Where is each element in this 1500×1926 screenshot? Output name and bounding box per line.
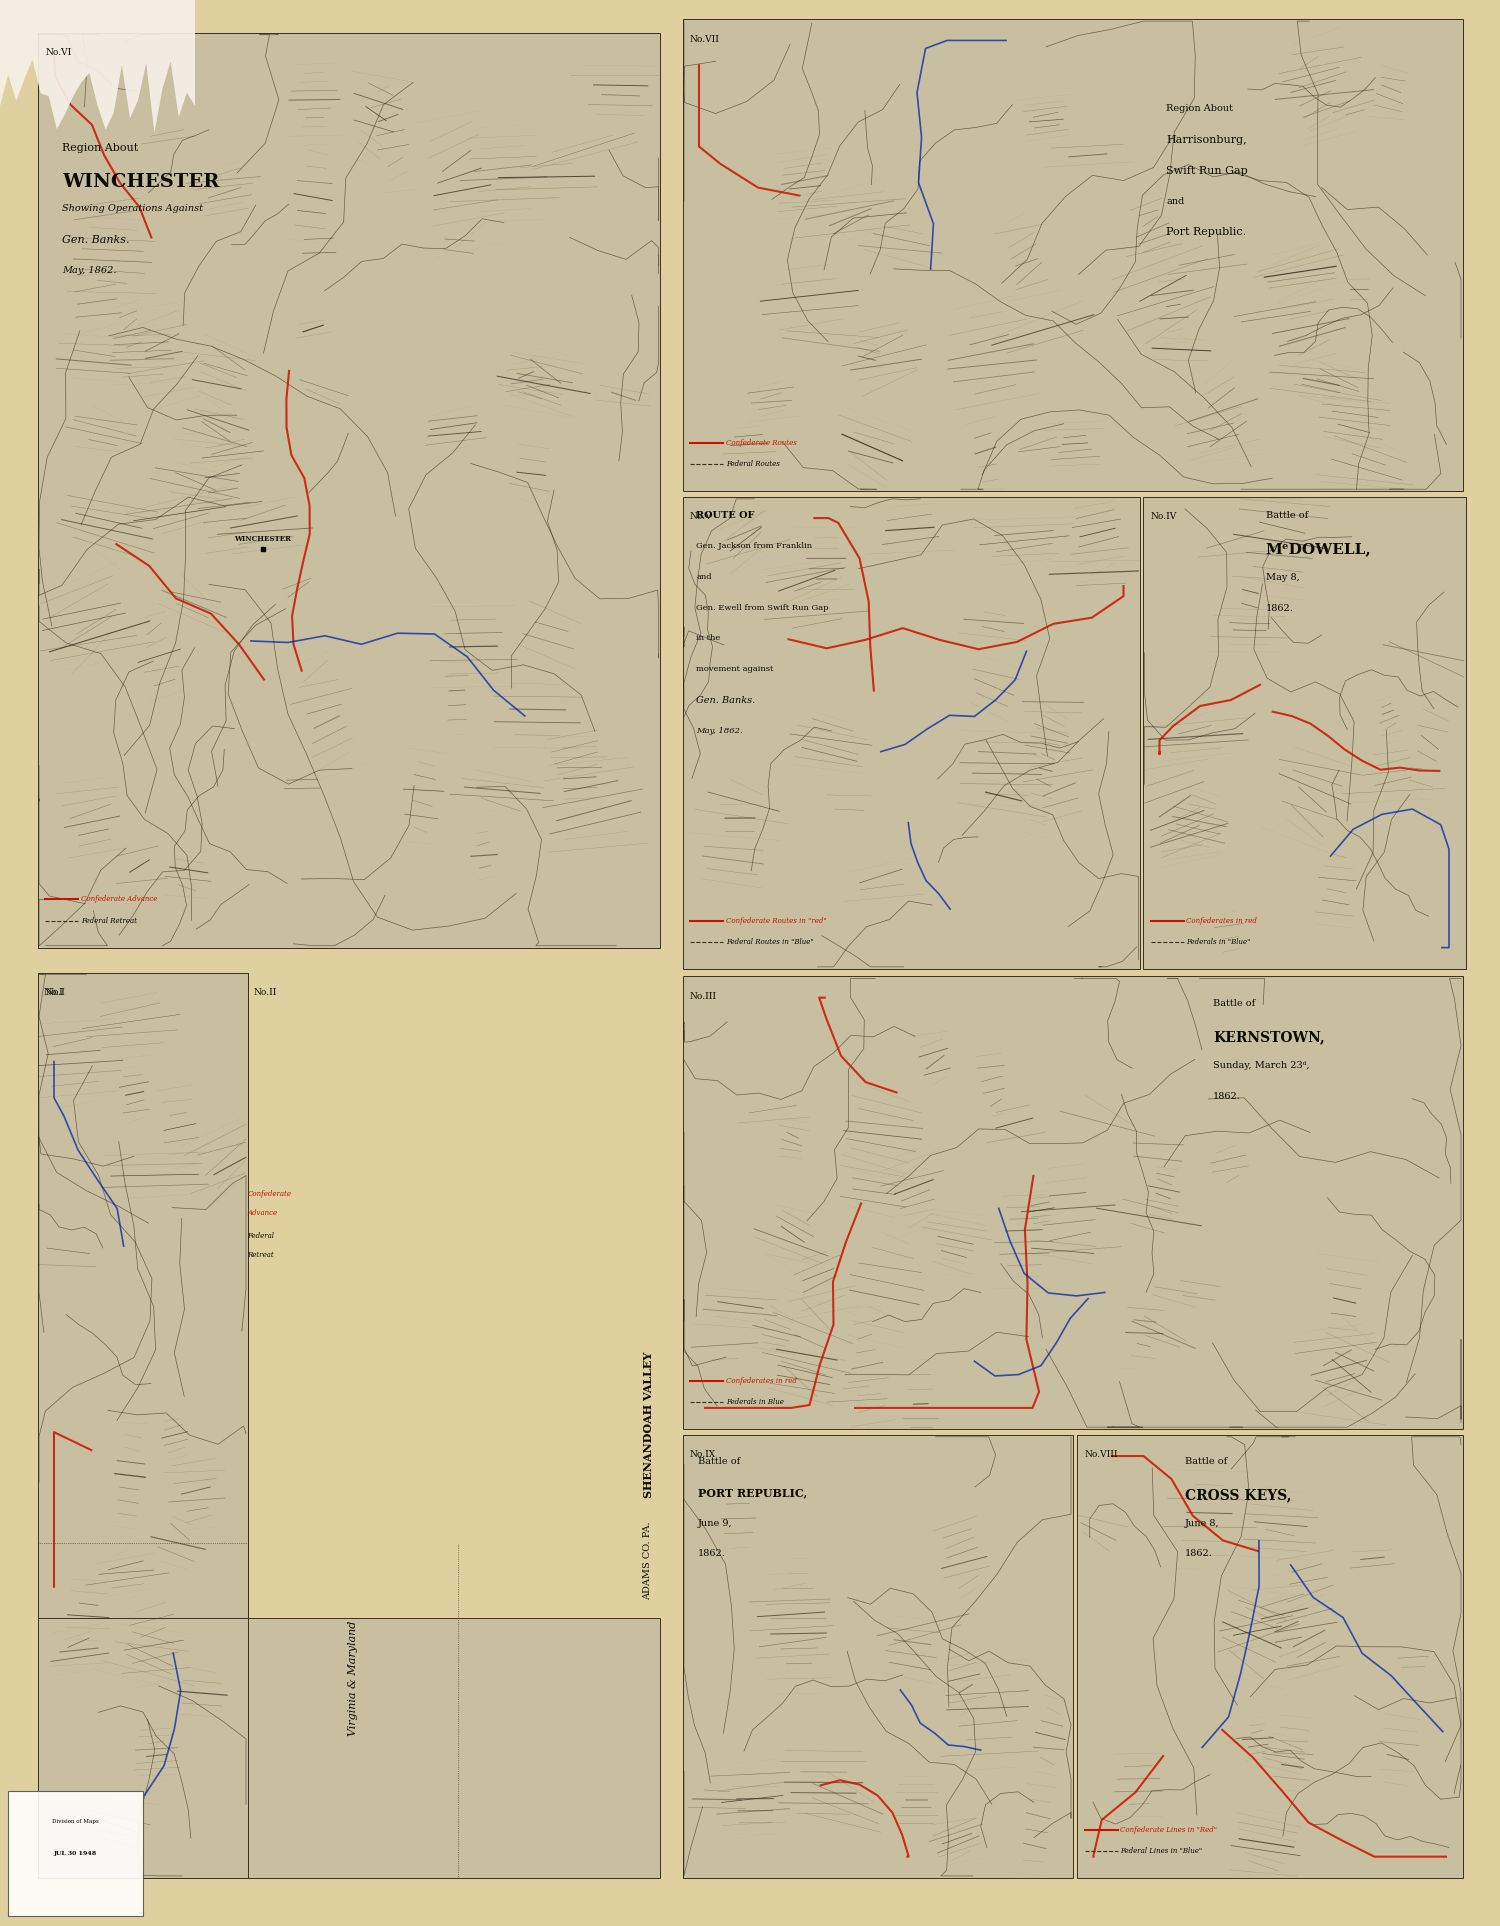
Text: Battle of: Battle of <box>1185 1456 1227 1466</box>
Text: Retreat: Retreat <box>248 1252 274 1260</box>
Text: No.II: No.II <box>254 988 278 998</box>
Text: Region About: Region About <box>1166 104 1233 114</box>
Text: SHENANDOAH VALLEY: SHENANDOAH VALLEY <box>642 1352 654 1498</box>
Text: WINCHESTER: WINCHESTER <box>63 173 220 191</box>
Bar <box>682 19 1462 491</box>
Text: June 8,: June 8, <box>1185 1518 1219 1527</box>
Text: movement against: movement against <box>696 664 774 674</box>
Text: Sunday, March 23ᵈ,: Sunday, March 23ᵈ, <box>1214 1061 1310 1069</box>
Bar <box>38 973 248 1878</box>
Text: 1862.: 1862. <box>1266 603 1293 612</box>
Text: Virginia & Maryland: Virginia & Maryland <box>348 1622 357 1737</box>
Text: ROUTE OF: ROUTE OF <box>696 510 754 520</box>
Bar <box>682 976 1462 1429</box>
Text: 1862.: 1862. <box>1185 1549 1214 1558</box>
Text: WINCHESTER: WINCHESTER <box>234 535 291 543</box>
Text: Federals in Blue: Federals in Blue <box>726 1398 784 1406</box>
Text: Harrisonburg,: Harrisonburg, <box>1166 135 1246 144</box>
Text: Gen. Banks.: Gen. Banks. <box>696 695 756 705</box>
Text: Battle of: Battle of <box>1266 510 1308 520</box>
Text: No.III: No.III <box>690 992 717 1002</box>
Text: 1862.: 1862. <box>1214 1092 1240 1100</box>
Text: KERNSTOWN,: KERNSTOWN, <box>1214 1030 1324 1044</box>
Bar <box>682 1435 1072 1878</box>
Text: Confederate Routes in "red": Confederate Routes in "red" <box>726 917 827 924</box>
Text: MᵉDOWELL,: MᵉDOWELL, <box>1266 541 1371 557</box>
Text: Federals in "Blue": Federals in "Blue" <box>1186 938 1251 946</box>
Text: Federal Lines in "Blue": Federal Lines in "Blue" <box>1120 1847 1203 1855</box>
Text: No.VI: No.VI <box>45 48 72 58</box>
Text: PORT REPUBLIC,: PORT REPUBLIC, <box>698 1487 807 1498</box>
Text: June 9,: June 9, <box>698 1518 732 1527</box>
Bar <box>38 33 660 948</box>
Text: 1862.: 1862. <box>698 1549 726 1558</box>
Text: Federal Routes: Federal Routes <box>726 460 780 468</box>
Text: and: and <box>1166 196 1185 206</box>
Text: and: and <box>696 572 712 582</box>
Text: Federal Retreat: Federal Retreat <box>81 917 136 924</box>
Text: JUL 30 1948: JUL 30 1948 <box>54 1851 96 1857</box>
Text: Federal: Federal <box>248 1233 274 1240</box>
Text: Division of Maps: Division of Maps <box>51 1818 99 1824</box>
Text: Federal Routes in "Blue": Federal Routes in "Blue" <box>726 938 813 946</box>
Text: No.IV: No.IV <box>1150 512 1176 522</box>
Text: Confederate Lines in "Red": Confederate Lines in "Red" <box>1120 1826 1218 1834</box>
Text: Confederate Advance: Confederate Advance <box>81 896 158 903</box>
Bar <box>1143 497 1466 969</box>
Text: Battle of: Battle of <box>1214 1000 1255 1007</box>
Text: Gen. Jackson from Franklin: Gen. Jackson from Franklin <box>696 541 813 551</box>
Text: No.I: No.I <box>45 988 64 998</box>
Text: May, 1862.: May, 1862. <box>696 726 742 736</box>
Text: May, 1862.: May, 1862. <box>63 266 117 275</box>
Text: No.VII: No.VII <box>690 35 720 44</box>
Text: No.V: No.V <box>690 512 712 522</box>
Text: No.IX: No.IX <box>690 1450 715 1460</box>
Text: Confederate: Confederate <box>248 1190 291 1198</box>
Polygon shape <box>0 0 195 133</box>
Text: Gen. Banks.: Gen. Banks. <box>63 235 130 245</box>
Text: Confederates in red: Confederates in red <box>1186 917 1257 924</box>
Text: Advance: Advance <box>248 1210 278 1217</box>
Text: Swift Run Gap: Swift Run Gap <box>1166 166 1248 175</box>
Bar <box>38 1618 660 1878</box>
Text: Region About: Region About <box>63 143 138 152</box>
Text: Port Republic.: Port Republic. <box>1166 227 1246 237</box>
Text: No.VIII: No.VIII <box>1084 1450 1118 1460</box>
Text: Showing Operations Against: Showing Operations Against <box>63 204 204 214</box>
Text: ADAMS CO. PA.: ADAMS CO. PA. <box>644 1522 652 1601</box>
Text: Battle of: Battle of <box>698 1456 741 1466</box>
Bar <box>682 497 1140 969</box>
Text: CROSS KEYS,: CROSS KEYS, <box>1185 1487 1292 1502</box>
Text: Confederate Routes: Confederate Routes <box>726 439 796 447</box>
Text: Confederates in red: Confederates in red <box>726 1377 796 1385</box>
Text: May 8,: May 8, <box>1266 572 1299 582</box>
Bar <box>8 1791 142 1916</box>
Text: in the: in the <box>696 634 720 643</box>
Text: Gen. Ewell from Swift Run Gap: Gen. Ewell from Swift Run Gap <box>696 603 828 612</box>
Text: No.I: No.I <box>44 988 63 998</box>
Bar <box>1077 1435 1462 1878</box>
